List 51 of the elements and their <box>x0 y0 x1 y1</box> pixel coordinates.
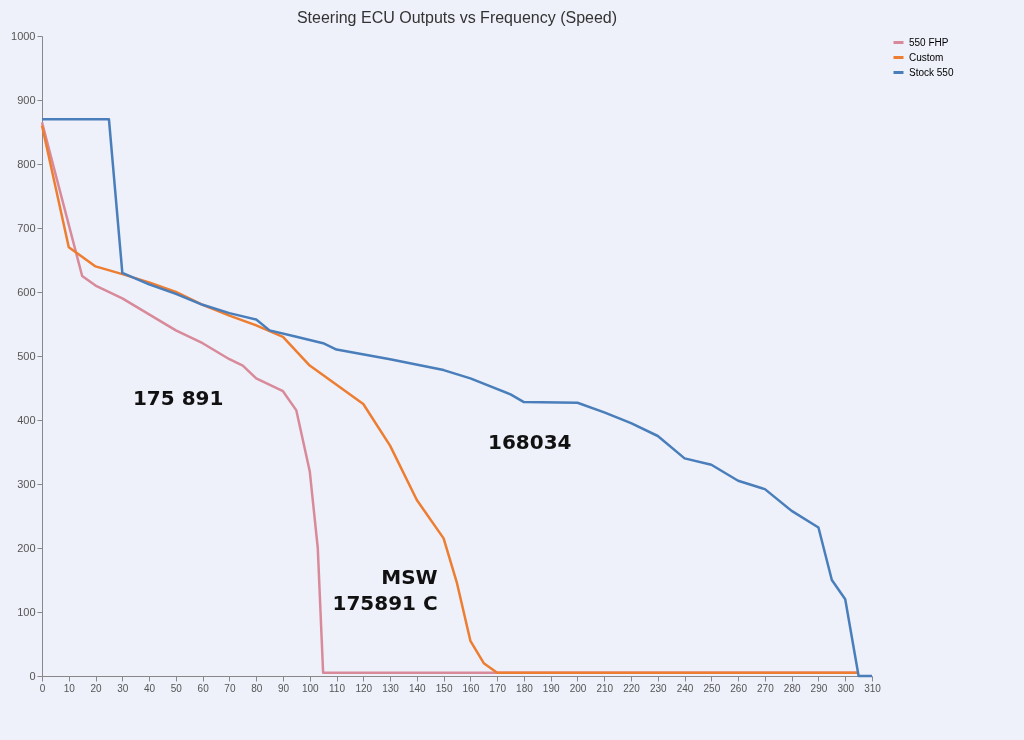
x-tick-label: 180 <box>516 682 534 694</box>
x-tick-label: 210 <box>596 682 614 694</box>
annotation: 168034 <box>487 429 572 454</box>
y-tick-label: 700 <box>17 221 36 234</box>
x-tick-label: 70 <box>224 682 236 694</box>
x-tick-label: 110 <box>329 682 346 694</box>
x-tick-label: 200 <box>569 682 587 694</box>
x-tick-label: 40 <box>144 682 156 694</box>
x-tick-label: 250 <box>703 682 721 694</box>
y-tick-label: 400 <box>17 413 36 426</box>
x-tick-label: 140 <box>408 682 427 694</box>
x-tick-label: 170 <box>489 682 507 694</box>
y-tick-label: 200 <box>17 541 36 554</box>
x-tick-label: 100 <box>301 682 320 694</box>
x-tick-label: 310 <box>864 682 882 694</box>
y-tick-label: 0 <box>29 669 36 682</box>
legend-label: Custom <box>909 51 944 63</box>
x-tick-label: 80 <box>251 682 263 694</box>
x-tick-label: 150 <box>435 682 453 694</box>
x-tick-label: 190 <box>542 682 560 694</box>
x-tick-label: 10 <box>63 682 76 694</box>
x-tick-label: 160 <box>462 682 480 694</box>
x-tick-label: 240 <box>676 682 694 694</box>
x-tick-label: 90 <box>277 682 290 694</box>
y-tick-label: 100 <box>17 605 36 618</box>
x-tick-label: 120 <box>355 682 373 694</box>
x-tick-label: 290 <box>810 682 828 694</box>
x-tick-label: 280 <box>783 682 801 694</box>
x-tick-label: 50 <box>170 682 183 694</box>
legend-label: 550 FHP <box>909 36 949 48</box>
x-tick-label: 270 <box>757 682 775 694</box>
x-tick-label: 220 <box>623 682 641 694</box>
x-tick-label: 300 <box>837 682 855 694</box>
x-tick-label: 230 <box>649 682 668 694</box>
x-tick-label: 0 <box>39 682 46 694</box>
x-tick-label: 60 <box>197 682 210 694</box>
x-tick-label: 260 <box>730 682 748 694</box>
annotation: 175891 C <box>332 591 438 616</box>
y-tick-label: 800 <box>17 157 36 170</box>
y-tick-label: 1000 <box>11 29 36 42</box>
y-tick-label: 900 <box>17 93 36 106</box>
y-tick-label: 300 <box>17 477 36 490</box>
annotation: 175 891 <box>132 386 224 411</box>
chart-title: Steering ECU Outputs vs Frequency (Speed) <box>296 9 618 26</box>
legend-label: Stock 550 <box>909 66 954 78</box>
y-tick-label: 500 <box>17 349 36 362</box>
annotation: MSW <box>381 565 438 590</box>
x-tick-label: 20 <box>90 682 103 694</box>
y-tick-label: 600 <box>17 285 36 298</box>
x-tick-label: 130 <box>382 682 400 694</box>
x-tick-label: 30 <box>117 682 129 694</box>
